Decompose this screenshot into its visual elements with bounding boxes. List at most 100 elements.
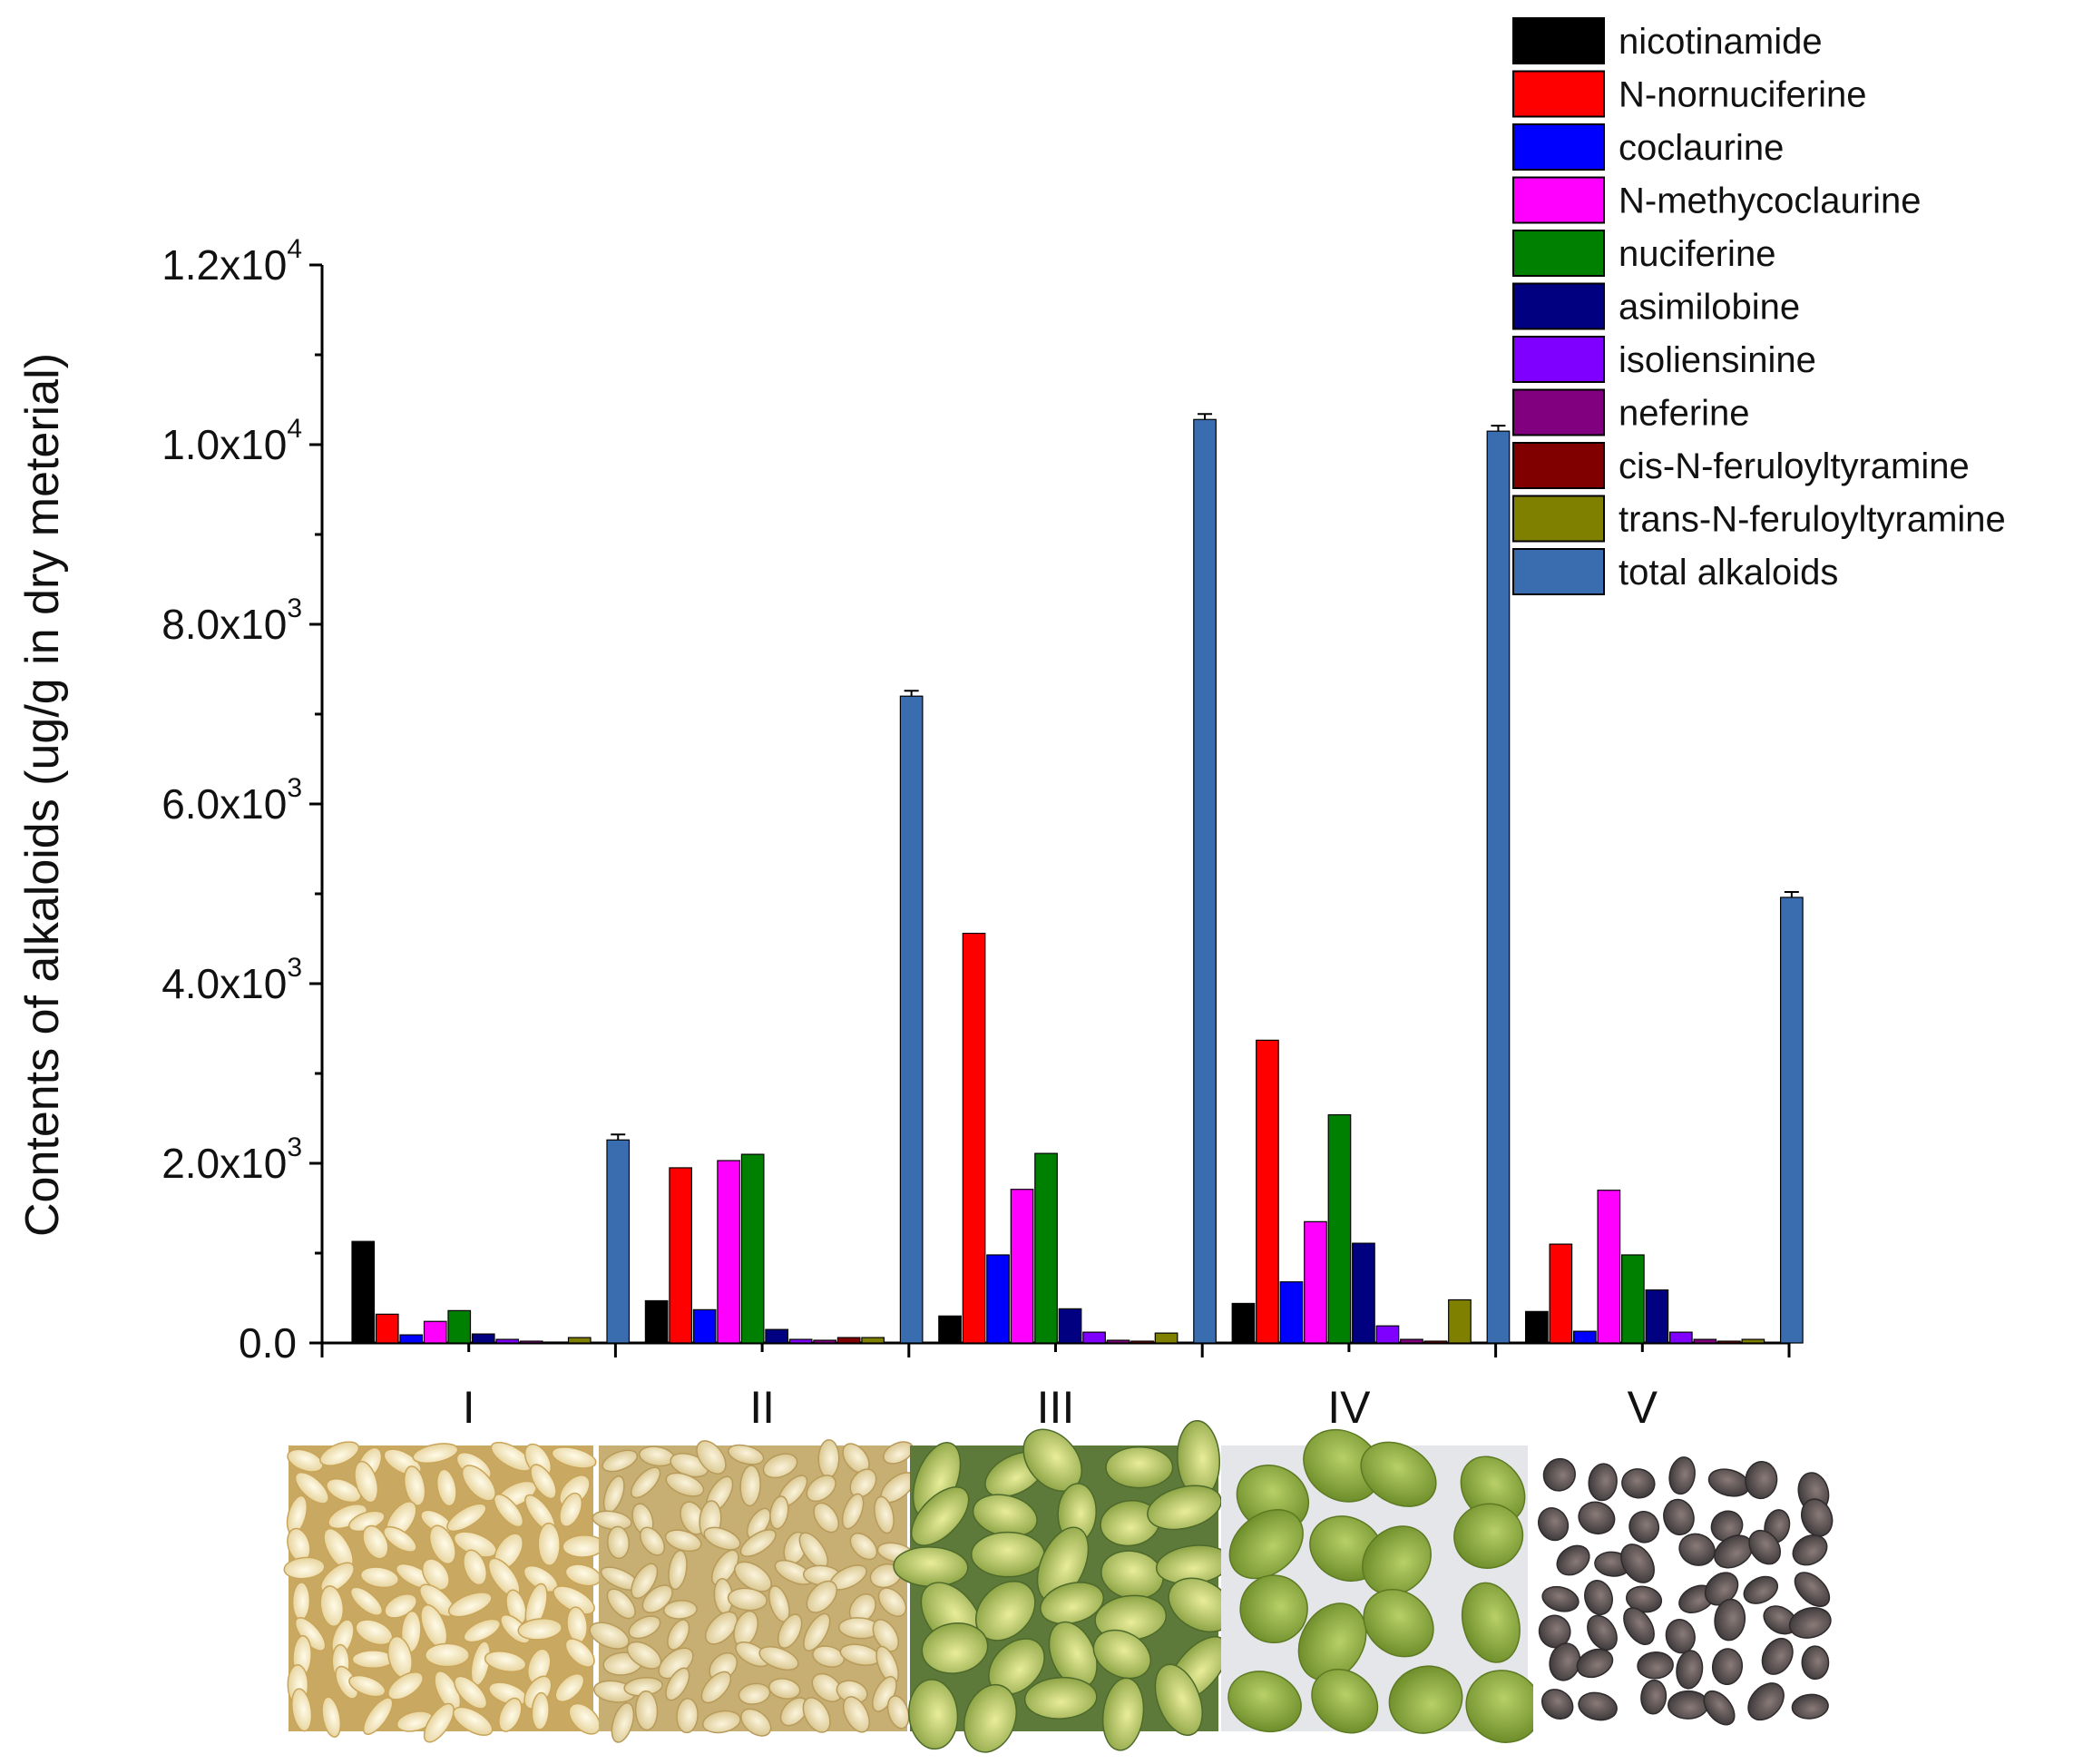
y-tick-label-mantissa: 1.2x10 <box>161 241 287 289</box>
seed-shape <box>387 1671 424 1700</box>
seed-shape <box>841 1493 865 1530</box>
seed-shape <box>1637 1651 1674 1680</box>
bar-neferine <box>1693 1338 1717 1344</box>
seed-shape <box>321 1696 342 1738</box>
bar-asimilobine <box>1645 1289 1669 1344</box>
seed-shape <box>877 1587 907 1617</box>
seed-shape <box>447 1592 493 1618</box>
x-tick-label: IV <box>1327 1382 1371 1433</box>
seed-shape <box>484 1651 527 1673</box>
seed-shape <box>1587 1614 1618 1651</box>
seed-shape <box>1623 1607 1655 1645</box>
seed-shape <box>517 1618 562 1641</box>
x-tick-label: V <box>1628 1382 1658 1433</box>
seed-shape <box>383 1525 417 1553</box>
seed-shape <box>461 1465 496 1502</box>
seed-shape <box>777 1613 803 1649</box>
seed-shape <box>1711 1648 1744 1686</box>
seed-shape <box>1023 1676 1098 1720</box>
bar-nuciferine <box>740 1153 765 1344</box>
bar-coclaurine <box>986 1254 1010 1344</box>
seed-shape <box>734 1561 772 1592</box>
photo-panel-stage-iv <box>1221 1428 1542 1743</box>
seed-shape <box>1584 1580 1613 1616</box>
bar-total-alkaloids <box>1486 430 1511 1344</box>
seed-shape <box>551 1446 597 1469</box>
seed-shape <box>553 1585 595 1615</box>
seed-shape <box>1092 1629 1151 1680</box>
seed-shape <box>428 1524 456 1565</box>
seed-shape <box>872 1619 900 1652</box>
seed-shape <box>1360 1441 1437 1507</box>
seed-shape <box>421 1558 450 1592</box>
seed-shape <box>634 1690 659 1731</box>
seed-shape <box>667 1619 690 1651</box>
seed-shape <box>1461 1582 1521 1663</box>
bar-asimilobine <box>471 1333 495 1344</box>
seed-shape <box>739 1465 761 1507</box>
bar-cis-n-feruloyltyramine <box>543 1341 568 1344</box>
seed-shape <box>319 1562 355 1593</box>
seed-shape <box>1747 1682 1785 1721</box>
bar-total-alkaloids <box>899 695 924 1344</box>
seed-shape <box>463 1549 488 1586</box>
bar-n-methycoclaurine <box>717 1160 741 1344</box>
bar-coclaurine <box>1572 1330 1597 1344</box>
seed-shape <box>530 1464 557 1500</box>
bar-nicotinamide <box>644 1299 669 1344</box>
seed-shape <box>354 1460 379 1504</box>
seed-shape <box>1101 1677 1145 1751</box>
bar-nuciferine <box>1327 1113 1352 1344</box>
bar-isoliensinine <box>495 1338 520 1344</box>
bar-n-methycoclaurine <box>423 1320 447 1344</box>
seed-shape <box>1453 1503 1524 1569</box>
seed-shape <box>1578 1691 1618 1721</box>
y-tick-label-mantissa: 2.0x10 <box>161 1140 287 1187</box>
y-tick-label-exponent: 3 <box>287 953 302 983</box>
legend-swatch <box>1512 70 1605 118</box>
bar-coclaurine <box>399 1334 424 1344</box>
bar-isoliensinine <box>788 1338 813 1344</box>
y-axis-label: Contents of alkaloids (ug/g in dry meter… <box>16 353 69 1237</box>
y-tick-label-exponent: 4 <box>287 234 302 264</box>
y-tick-label-exponent: 3 <box>287 593 302 623</box>
y-tick-label: 2.0x103 <box>161 1132 302 1187</box>
bar-total-alkaloids <box>606 1139 631 1344</box>
bars <box>351 413 1804 1344</box>
seed-shape <box>768 1678 801 1700</box>
seed-shape <box>1792 1534 1828 1566</box>
seed-shape <box>728 1444 765 1465</box>
bar-nicotinamide <box>1231 1302 1256 1344</box>
seed-shape <box>762 1453 798 1479</box>
seed-shape <box>710 1549 739 1586</box>
y-ticks: 0.02.0x1034.0x1036.0x1038.0x1031.0x1041.… <box>161 234 322 1367</box>
seed-shape <box>703 1526 741 1551</box>
y-tick-label-mantissa: 1.0x10 <box>161 421 287 468</box>
seed-shape <box>700 1671 732 1704</box>
y-tick-label-mantissa: 0.0 <box>239 1319 297 1367</box>
bar-n-methycoclaurine <box>1304 1220 1327 1344</box>
y-tick-label-mantissa: 6.0x10 <box>161 780 287 828</box>
bar-neferine <box>813 1339 837 1344</box>
seed-shape <box>740 1708 772 1737</box>
seed-shape <box>921 1622 989 1674</box>
seed-shape <box>326 1478 362 1504</box>
seed-shape <box>1540 1689 1574 1720</box>
bar-cis-n-feruloyltyramine <box>1130 1340 1154 1344</box>
seed-shape <box>452 1706 494 1737</box>
seed-shape <box>1668 1456 1696 1495</box>
seed-shape <box>564 1638 595 1668</box>
seed-shape <box>463 1618 502 1643</box>
bar-neferine <box>1106 1339 1130 1344</box>
legend-swatch <box>1512 442 1605 489</box>
y-tick-label-exponent: 4 <box>287 414 302 444</box>
bar-neferine <box>1400 1338 1423 1344</box>
seed-shape <box>631 1563 659 1600</box>
seed-shape <box>1667 1690 1709 1720</box>
bar-asimilobine <box>1058 1308 1082 1344</box>
photo-panel-stage-ii <box>589 1438 915 1743</box>
seed-shape <box>806 1580 838 1613</box>
seed-shape <box>403 1465 426 1506</box>
seed-shape <box>606 1588 636 1620</box>
bar-trans-n-feruloyltyramine <box>861 1337 885 1344</box>
